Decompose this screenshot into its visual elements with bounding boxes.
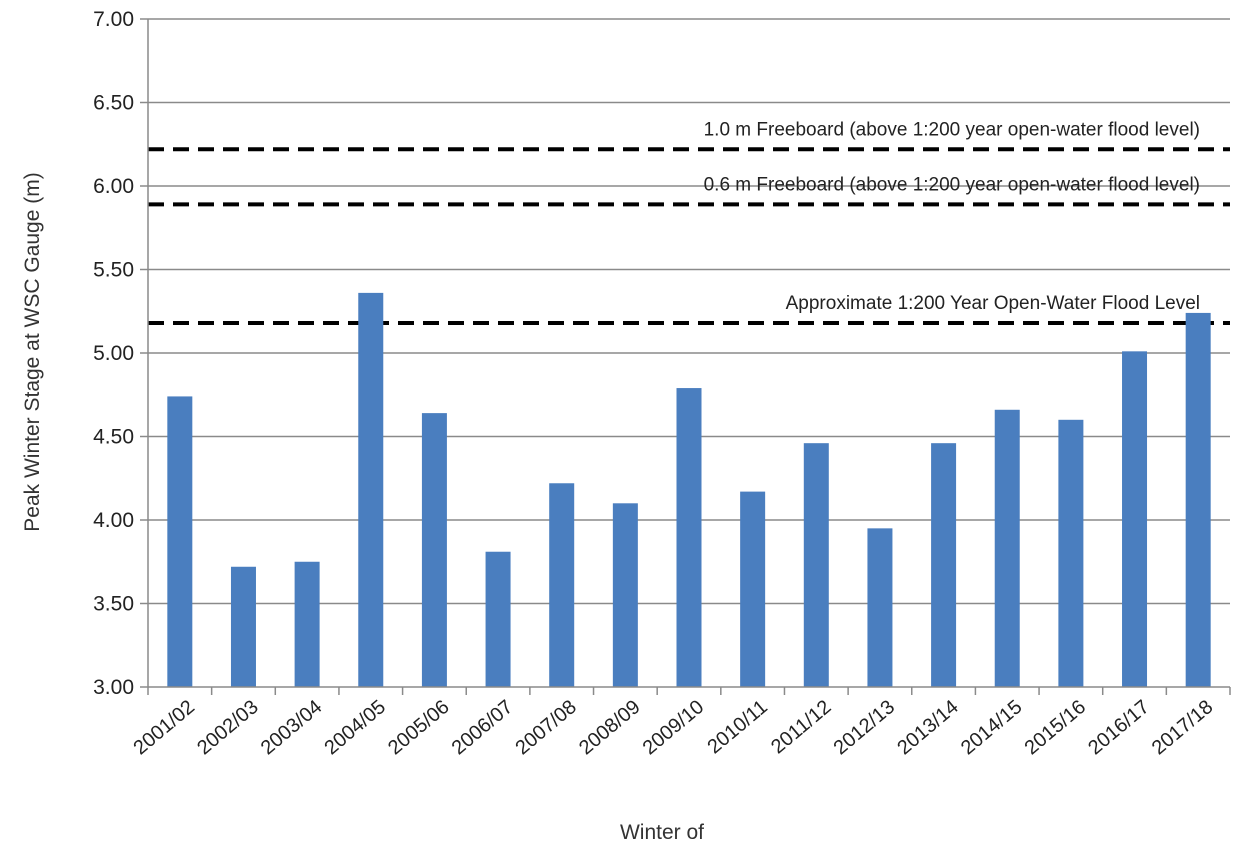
bar (549, 483, 575, 687)
reference-line-label: 1.0 m Freeboard (above 1:200 year open-w… (704, 119, 1200, 140)
y-tick-label: 3.50 (93, 593, 134, 616)
y-tick-label: 5.50 (93, 259, 134, 282)
x-tick-label: 2002/03 (193, 696, 263, 759)
bar (931, 443, 957, 687)
y-axis-title: Peak Winter Stage at WSC Gauge (m) (21, 172, 44, 531)
x-tick-label: 2010/11 (703, 696, 771, 758)
x-tick-label: 2008/09 (575, 696, 645, 759)
x-axis-title: Winter of (620, 821, 704, 844)
bar (994, 409, 1020, 687)
y-tick-label: 6.00 (93, 175, 134, 198)
x-tick-label: 2009/10 (639, 696, 709, 759)
x-tick-label: 2007/08 (511, 696, 581, 759)
bar (230, 566, 256, 687)
bar (676, 388, 702, 687)
y-tick-label: 6.50 (93, 92, 134, 115)
x-tick-label: 2011/12 (767, 696, 835, 758)
reference-line-label: 0.6 m Freeboard (above 1:200 year open-w… (704, 174, 1200, 195)
bar (867, 528, 893, 687)
y-tick-label: 7.00 (93, 8, 134, 31)
x-tick-label: 2015/16 (1021, 696, 1091, 759)
reference-line-label: Approximate 1:200 Year Open-Water Flood … (786, 293, 1200, 314)
bars (167, 292, 1211, 687)
bar (485, 551, 511, 687)
y-tick-label: 4.50 (93, 426, 134, 449)
x-tick-label: 2012/13 (830, 696, 900, 759)
reference-lines: 1.0 m Freeboard (above 1:200 year open-w… (148, 119, 1230, 325)
y-tick-label: 5.00 (93, 342, 134, 365)
x-tick-label: 2017/18 (1148, 696, 1218, 759)
x-tick-label: 2013/14 (893, 696, 963, 759)
bar (612, 503, 638, 687)
bar (294, 561, 320, 687)
y-tick-label: 3.00 (93, 676, 134, 699)
bar (358, 292, 384, 687)
bar (1058, 419, 1084, 687)
x-tick-label: 2001/02 (130, 696, 200, 759)
bar (740, 491, 766, 687)
y-tick-label: 4.00 (93, 509, 134, 532)
bar (1185, 312, 1211, 687)
x-tick-label: 2004/05 (320, 696, 390, 759)
x-tick-label: 2016/17 (1084, 696, 1154, 759)
x-tick-label: 2014/15 (957, 696, 1027, 759)
bar (421, 413, 447, 687)
bar (803, 443, 829, 687)
bar (167, 396, 193, 687)
x-tick-label: 2005/06 (384, 696, 454, 759)
x-tick-label: 2006/07 (448, 696, 518, 759)
x-tick-label: 2003/04 (257, 696, 327, 759)
bar (1122, 351, 1148, 687)
